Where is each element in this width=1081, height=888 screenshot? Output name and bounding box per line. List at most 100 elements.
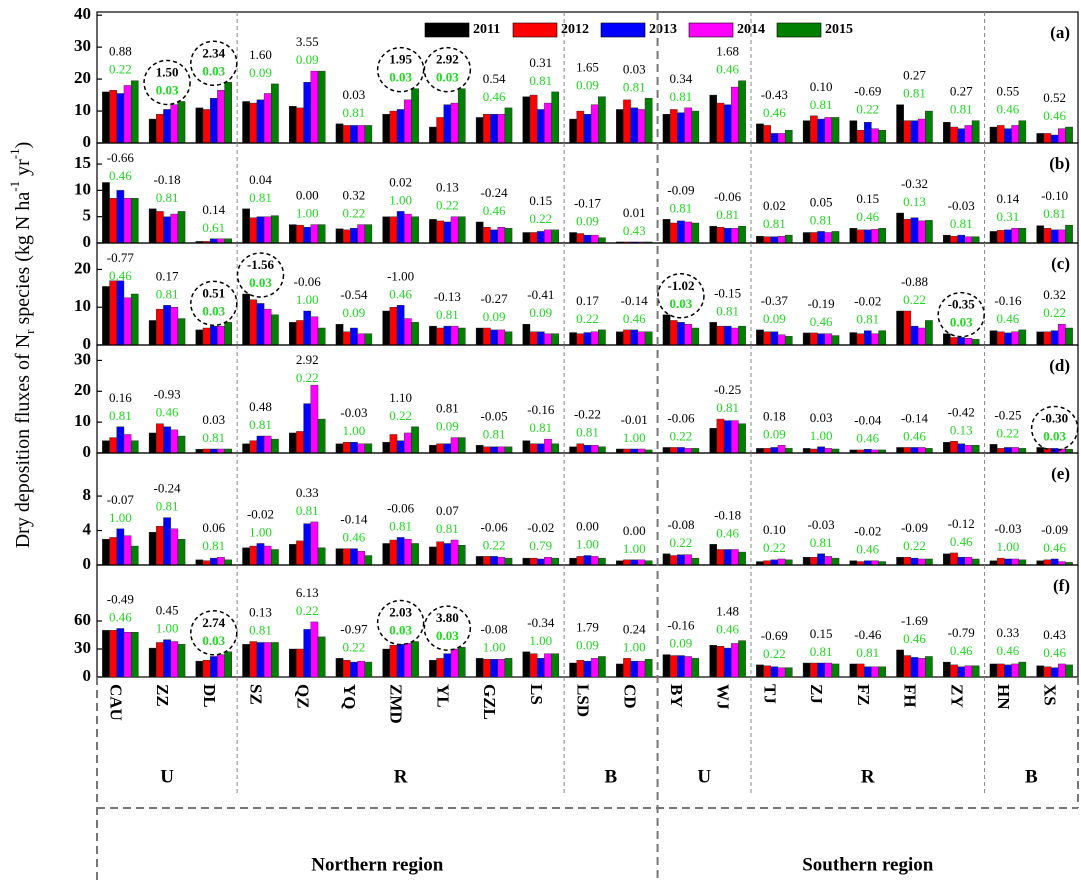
bar <box>576 660 585 678</box>
bar <box>544 102 552 144</box>
bar <box>522 440 531 454</box>
p-value-label: 0.81 <box>156 286 179 301</box>
bar <box>170 213 179 244</box>
bar <box>943 661 951 678</box>
slope-label: -0.88 <box>901 274 928 289</box>
bar <box>310 70 319 144</box>
bar <box>590 445 599 454</box>
bar <box>263 308 272 346</box>
bar <box>396 109 405 144</box>
p-value-label: 0.46 <box>856 209 879 224</box>
bar <box>1036 665 1045 678</box>
bar <box>677 220 685 244</box>
bar <box>1018 228 1027 244</box>
bar <box>964 338 973 346</box>
bar <box>824 556 833 566</box>
bar <box>684 324 692 346</box>
bar <box>957 337 966 346</box>
bar <box>271 438 279 454</box>
bar <box>483 227 491 244</box>
bar <box>289 648 297 678</box>
bar <box>569 446 577 454</box>
bar <box>342 548 351 566</box>
bar <box>569 662 577 678</box>
bar <box>971 558 980 566</box>
p-value-label: 0.09 <box>670 636 693 651</box>
bar <box>217 90 225 144</box>
bar <box>224 322 232 346</box>
bar <box>583 555 592 566</box>
bar <box>544 557 552 566</box>
bar <box>195 660 204 678</box>
p-value-label: 0.46 <box>343 530 366 545</box>
x-tick-label: BY <box>667 684 686 708</box>
bar <box>529 653 538 678</box>
region-label: Northern region <box>311 854 444 875</box>
bar <box>411 641 419 678</box>
bar <box>536 109 545 144</box>
bar <box>598 656 606 678</box>
slope-label: -0.02 <box>854 294 881 309</box>
bar <box>1004 664 1012 678</box>
slope-label: 0.00 <box>623 523 646 538</box>
legend-swatch <box>600 22 646 38</box>
bar <box>989 444 998 454</box>
bar <box>770 666 779 678</box>
slope-label: -0.09 <box>667 182 694 197</box>
p-value-label: 0.22 <box>763 646 786 661</box>
bar <box>109 90 117 144</box>
bar <box>1065 224 1073 244</box>
bar <box>342 229 351 244</box>
slope-label: 0.18 <box>763 408 786 423</box>
bar <box>871 128 879 144</box>
bar <box>195 559 204 566</box>
bar <box>630 107 639 144</box>
bar <box>989 560 998 566</box>
bar <box>910 217 919 244</box>
bar <box>709 225 718 244</box>
bar <box>357 125 365 144</box>
x-tick-label: QZ <box>293 684 312 709</box>
slope-label: -0.02 <box>247 506 274 521</box>
bar <box>317 547 326 566</box>
bar <box>497 446 506 454</box>
bar <box>457 216 466 244</box>
bar <box>957 443 966 454</box>
p-value-label: 0.22 <box>296 370 319 385</box>
bar <box>590 234 599 244</box>
slope-label: 0.00 <box>576 519 599 534</box>
bar <box>623 559 631 566</box>
y-tick-label: 20 <box>74 68 91 87</box>
bar <box>637 660 646 678</box>
x-tick-label: ZZ <box>153 684 172 707</box>
p-value-label: 0.81 <box>296 503 319 518</box>
bar <box>964 236 973 244</box>
slope-label: 0.01 <box>623 205 646 220</box>
slope-label: 0.03 <box>810 410 833 425</box>
x-tick-label: ZJ <box>807 684 826 704</box>
bar <box>224 448 232 454</box>
bar <box>289 544 297 566</box>
bar <box>824 232 833 244</box>
bar <box>310 384 319 454</box>
bar <box>756 235 764 244</box>
bar <box>335 548 344 566</box>
bar <box>389 539 398 566</box>
bar <box>630 559 639 566</box>
bar <box>490 114 498 144</box>
bar <box>109 537 117 566</box>
slope-label: -0.25 <box>994 407 1021 422</box>
bar <box>271 83 279 144</box>
bar <box>770 447 779 454</box>
bar <box>849 560 858 566</box>
bar <box>1018 329 1027 346</box>
bar <box>224 651 232 678</box>
bar <box>195 329 204 346</box>
slope-label: 1.79 <box>576 619 599 634</box>
p-value-label: 0.46 <box>109 268 132 283</box>
bar <box>576 233 585 244</box>
legend-swatch <box>424 22 470 38</box>
bar <box>1043 331 1052 346</box>
bar <box>497 659 506 678</box>
